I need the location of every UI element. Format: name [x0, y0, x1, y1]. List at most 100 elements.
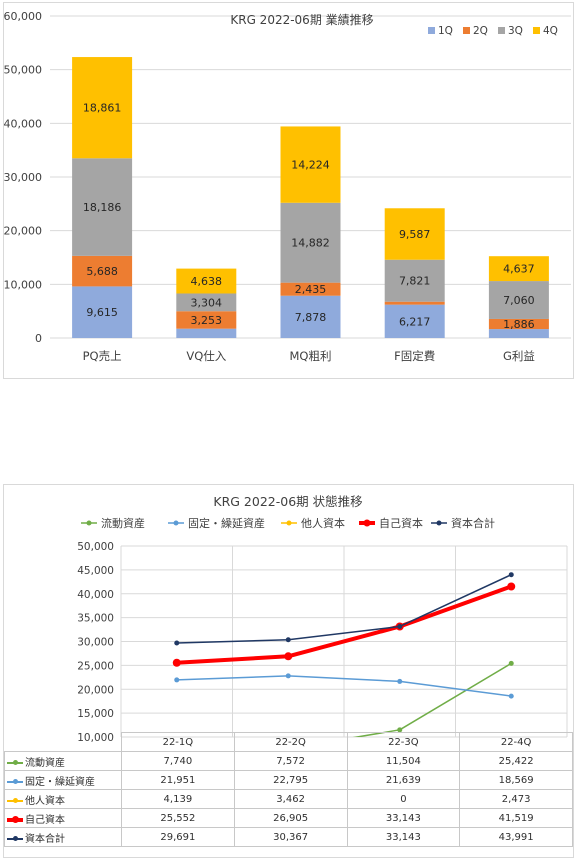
- table-cell: 43,991: [459, 827, 573, 847]
- y-tick-label: 60,000: [4, 10, 42, 23]
- series-point: [397, 727, 403, 733]
- y-tick-label: 30,000: [77, 637, 114, 649]
- data-label: 2,435: [295, 283, 327, 296]
- table-col-header: 22-4Q: [459, 732, 573, 752]
- legend-label: 他人資本: [301, 516, 345, 530]
- row-label: 固定・繰延資産: [25, 776, 95, 788]
- table-col-header: 22-1Q: [121, 732, 235, 752]
- y-tick-label: 20,000: [77, 684, 114, 696]
- row-label: 他人資本: [25, 795, 65, 807]
- x-tick-label: G利益: [503, 349, 535, 363]
- data-label: 9,615: [86, 306, 118, 319]
- row-label: 流動資産: [25, 757, 65, 769]
- series-line: [176, 574, 512, 644]
- series-point: [507, 582, 516, 591]
- plot-area: [172, 572, 516, 737]
- bar-segment: [488, 318, 549, 330]
- x-tick-label: PQ売上: [83, 349, 122, 363]
- y-tick-label: 15,000: [77, 708, 114, 720]
- series-point: [508, 693, 514, 699]
- bar-segment: [176, 311, 237, 329]
- chart-title: KRG 2022-06期 状態推移: [213, 494, 362, 509]
- bar-segment: [280, 202, 341, 283]
- legend-label: 流動資産: [101, 516, 145, 530]
- table-cell: 7,740: [121, 751, 235, 771]
- series-point: [508, 660, 514, 666]
- data-label: 4,638: [191, 275, 223, 288]
- table-col-header: 22-2Q: [233, 732, 348, 752]
- legend-label: 2Q: [473, 25, 488, 37]
- y-tick-label: 40,000: [77, 589, 114, 601]
- bar-segment: [176, 328, 237, 338]
- legend-key-icon: [7, 778, 23, 786]
- bar-segment: [384, 301, 445, 305]
- series-point: [508, 572, 514, 578]
- bar-segment: [280, 282, 341, 296]
- table-row: 資本合計 29,691 30,367 33,143 43,991: [4, 827, 573, 847]
- bar-segment: [72, 158, 133, 256]
- series-point: [174, 677, 180, 683]
- table-cell: 33,143: [346, 827, 461, 847]
- data-label: 7,060: [503, 294, 535, 307]
- y-tick-label: 20,000: [4, 225, 42, 238]
- x-tick-label: F固定費: [394, 349, 435, 363]
- legend-marker-icon: [436, 520, 442, 526]
- row-header-total-capital: 資本合計: [4, 827, 122, 847]
- series-point: [285, 673, 291, 679]
- data-label: 3,304: [191, 296, 223, 309]
- table-row: 他人資本 4,139 3,462 0 2,473: [4, 789, 573, 809]
- legend-key-icon: [7, 759, 23, 767]
- bar-segment: [72, 57, 133, 159]
- series-point: [172, 658, 181, 667]
- data-label: 14,882: [291, 237, 330, 250]
- bar-segment: [72, 286, 133, 338]
- bar-segment: [488, 281, 549, 319]
- y-tick-label: 0: [35, 332, 42, 345]
- data-label: 1,886: [503, 318, 535, 331]
- series-line: [176, 584, 512, 665]
- x-tick-label: VQ仕入: [186, 349, 226, 363]
- table-cell: 11,504: [346, 751, 461, 771]
- bar-segment: [280, 126, 341, 203]
- legend-marker-icon: [86, 520, 92, 526]
- legend-label: 4Q: [543, 25, 558, 37]
- table-cell: 30,367: [233, 827, 348, 847]
- data-label: 9,587: [399, 228, 431, 241]
- legend-swatch-icon: [463, 27, 470, 34]
- legend-marker-icon: [286, 520, 292, 526]
- row-label: 資本合計: [25, 833, 65, 845]
- y-tick-label: 10,000: [4, 278, 42, 291]
- status-data-table: 22-1Q 22-2Q 22-3Q 22-4Q 流動資産 7,740 7,572…: [4, 732, 573, 847]
- legend-swatch-icon: [428, 27, 435, 34]
- table-cell: 41,519: [459, 808, 573, 828]
- series-point: [397, 678, 403, 684]
- row-header-liabilities: 他人資本: [4, 789, 122, 809]
- performance-bar-chart: 0 10,000 20,000 30,000 40,000 50,000 60,000 9,6…: [4, 10, 571, 363]
- table-cell: 22,795: [233, 770, 348, 790]
- data-label: 7,821: [399, 275, 431, 288]
- chart-title: KRG 2022-06期 業績推移: [230, 13, 373, 27]
- y-tick-label: 50,000: [77, 541, 114, 553]
- data-label: 4,637: [503, 263, 535, 276]
- legend-key-icon: [7, 815, 23, 824]
- table-cell: 33,143: [346, 808, 461, 828]
- table-cell: 0: [346, 789, 461, 809]
- legend-label: 3Q: [508, 25, 523, 37]
- bar-segment: [72, 255, 133, 287]
- bar-segment: [488, 256, 549, 282]
- y-tick-label: 45,000: [77, 565, 114, 577]
- performance-chart-panel: 0 10,000 20,000 30,000 40,000 50,000 60,000 9,6…: [3, 2, 574, 379]
- legend-swatch-icon: [498, 27, 505, 34]
- status-line-chart: 10,00015,00020,00025,00030,00035,00040,0…: [77, 494, 568, 744]
- y-tick-label: 25,000: [77, 660, 114, 672]
- table-corner: [4, 732, 122, 752]
- table-row: 流動資産 7,740 7,572 11,504 25,422: [4, 751, 573, 771]
- series-line: [352, 662, 512, 737]
- row-header-equity: 自己資本: [4, 808, 122, 828]
- data-label: 7,878: [295, 311, 327, 324]
- table-cell: 21,951: [121, 770, 235, 790]
- data-label: 5,688: [86, 265, 118, 278]
- bar-segment: [488, 329, 549, 338]
- legend-marker-icon: [363, 519, 371, 527]
- bar-segment: [176, 293, 237, 312]
